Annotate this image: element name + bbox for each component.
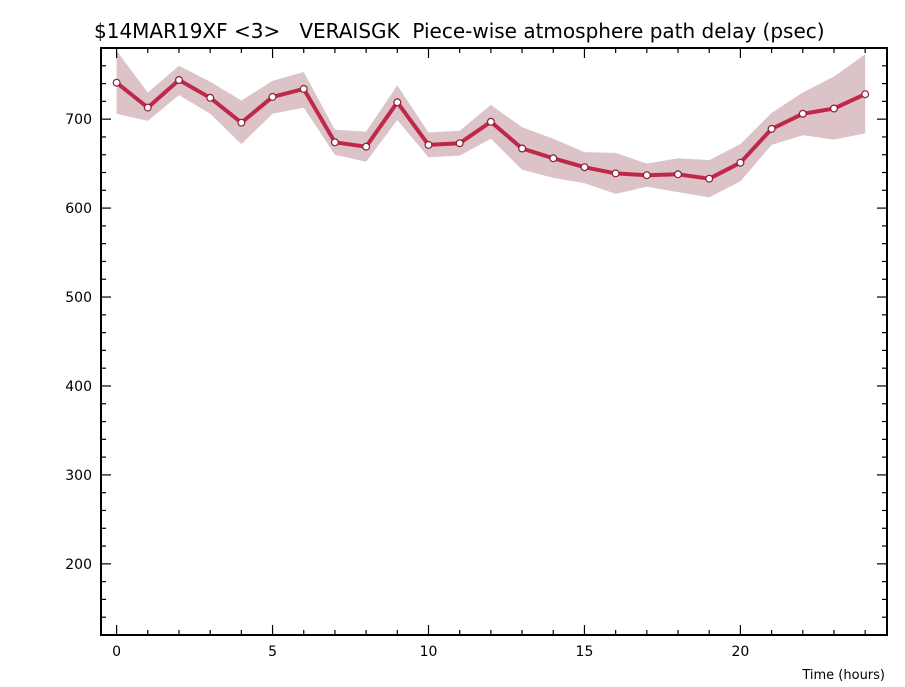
data-point bbox=[611, 169, 620, 178]
axis-tick-labels: 0 5 10 15 20 200 300 400 500 600 700 bbox=[65, 112, 749, 660]
data-point bbox=[455, 139, 464, 148]
data-point bbox=[861, 90, 870, 99]
x-tick-label: 5 bbox=[268, 644, 277, 660]
x-tick-label: 10 bbox=[420, 644, 438, 660]
data-point bbox=[673, 170, 682, 179]
data-point bbox=[299, 84, 308, 93]
data-point bbox=[798, 109, 807, 118]
y-tick-label: 300 bbox=[65, 468, 92, 484]
data-point bbox=[767, 124, 776, 133]
data-point bbox=[549, 154, 558, 163]
data-point bbox=[175, 75, 184, 84]
axis-ticks bbox=[101, 47, 887, 635]
data-point bbox=[330, 138, 339, 147]
data-point bbox=[705, 174, 714, 183]
data-point bbox=[486, 117, 495, 126]
y-tick-label: 200 bbox=[65, 557, 92, 573]
y-tick-label: 500 bbox=[65, 290, 92, 306]
data-point bbox=[143, 103, 152, 112]
x-tick-label: 15 bbox=[576, 644, 594, 660]
data-point bbox=[237, 118, 246, 127]
x-axis-label: Time (hours) bbox=[801, 668, 885, 683]
data-point bbox=[642, 171, 651, 180]
x-tick-label: 0 bbox=[112, 644, 121, 660]
y-tick-label: 400 bbox=[65, 379, 92, 395]
data-point bbox=[580, 163, 589, 172]
data-point bbox=[112, 78, 121, 87]
data-point bbox=[362, 142, 371, 151]
data-point bbox=[268, 92, 277, 101]
plot-frame bbox=[100, 47, 888, 636]
data-point bbox=[518, 144, 527, 153]
data-point bbox=[829, 104, 838, 113]
y-tick-label: 600 bbox=[65, 201, 92, 217]
chart-title: $14MAR19XF <3> VERAISGK Piece-wise atmos… bbox=[94, 19, 825, 43]
x-tick-label: 20 bbox=[731, 644, 749, 660]
data-point bbox=[393, 98, 402, 107]
data-point bbox=[736, 158, 745, 167]
data-point bbox=[206, 93, 215, 102]
data-point bbox=[424, 140, 433, 149]
y-tick-label: 700 bbox=[65, 112, 92, 128]
data-point-layer bbox=[112, 75, 870, 183]
